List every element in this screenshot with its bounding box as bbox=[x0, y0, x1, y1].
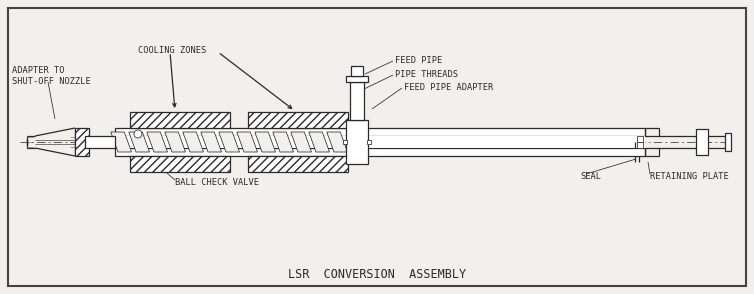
Bar bbox=[115, 148, 645, 156]
Text: COOLING ZONES: COOLING ZONES bbox=[138, 46, 207, 54]
Text: RETAINING PLATE: RETAINING PLATE bbox=[650, 171, 729, 181]
Bar bbox=[115, 128, 645, 136]
Polygon shape bbox=[201, 132, 222, 152]
Bar bbox=[637, 136, 643, 142]
Bar bbox=[725, 133, 731, 151]
Polygon shape bbox=[147, 132, 167, 152]
Polygon shape bbox=[291, 132, 311, 152]
Polygon shape bbox=[165, 132, 185, 152]
Polygon shape bbox=[219, 132, 240, 152]
Text: FEED PIPE ADAPTER: FEED PIPE ADAPTER bbox=[404, 83, 493, 91]
Bar bbox=[343, 140, 347, 144]
Text: SEAL: SEAL bbox=[580, 171, 601, 181]
Polygon shape bbox=[129, 132, 149, 152]
Text: PIPE THREADS: PIPE THREADS bbox=[395, 69, 458, 78]
Text: LSR  CONVERSION  ASSEMBLY: LSR CONVERSION ASSEMBLY bbox=[288, 268, 466, 280]
Text: FEED PIPE: FEED PIPE bbox=[395, 56, 443, 64]
Bar bbox=[346, 76, 368, 82]
Polygon shape bbox=[309, 132, 329, 152]
Bar bbox=[367, 140, 371, 144]
Bar bbox=[350, 82, 364, 120]
Bar bbox=[115, 136, 645, 148]
Bar bbox=[248, 156, 348, 172]
Bar bbox=[130, 112, 230, 128]
Bar bbox=[351, 66, 363, 76]
Circle shape bbox=[134, 130, 142, 138]
Polygon shape bbox=[255, 132, 275, 152]
Polygon shape bbox=[273, 132, 293, 152]
Polygon shape bbox=[326, 132, 348, 152]
Text: ADAPTER TO
SHUT-OFF NOZZLE: ADAPTER TO SHUT-OFF NOZZLE bbox=[12, 66, 90, 86]
Bar bbox=[346, 120, 368, 164]
Bar bbox=[130, 156, 230, 172]
Bar bbox=[637, 142, 643, 148]
Bar bbox=[85, 136, 115, 148]
Bar bbox=[696, 129, 708, 155]
Bar bbox=[248, 112, 348, 128]
Polygon shape bbox=[111, 132, 131, 152]
Polygon shape bbox=[237, 132, 258, 152]
Polygon shape bbox=[182, 132, 204, 152]
Text: BALL CHECK VALVE: BALL CHECK VALVE bbox=[175, 178, 259, 186]
Bar bbox=[348, 128, 366, 156]
Bar bbox=[75, 128, 89, 156]
